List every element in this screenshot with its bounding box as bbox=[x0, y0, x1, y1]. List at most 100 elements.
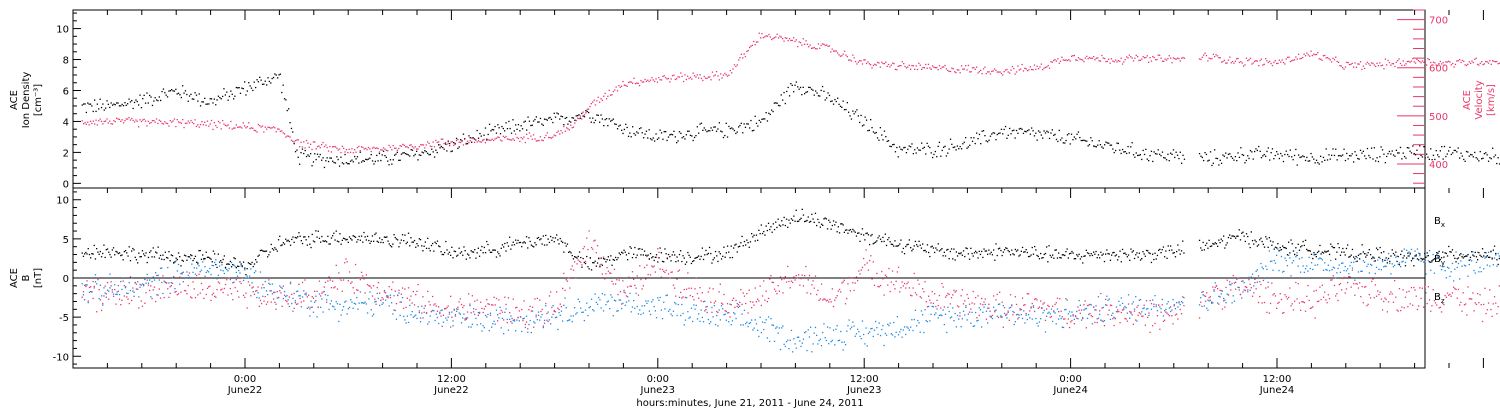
x-tick-date-label: June24 bbox=[1259, 385, 1295, 396]
bz-point bbox=[441, 325, 443, 327]
ion-density-point bbox=[1416, 149, 1418, 151]
velocity-point bbox=[1198, 58, 1201, 60]
bz-point bbox=[1034, 298, 1036, 300]
by-point bbox=[358, 302, 360, 304]
ion-density-point bbox=[329, 157, 331, 159]
ion-density-point bbox=[371, 160, 374, 162]
bz-point bbox=[1213, 289, 1215, 291]
velocity-point bbox=[1383, 68, 1385, 70]
velocity-point bbox=[1115, 59, 1117, 61]
velocity-point bbox=[362, 146, 364, 149]
velocity-point bbox=[161, 122, 163, 125]
velocity-point bbox=[461, 140, 463, 142]
by-point bbox=[646, 302, 648, 304]
bz-point bbox=[922, 288, 924, 290]
ion-density-point bbox=[301, 148, 304, 150]
velocity-point bbox=[183, 126, 185, 129]
by-point bbox=[1369, 263, 1372, 266]
velocity-point bbox=[1307, 54, 1309, 56]
velocity-point bbox=[1368, 63, 1370, 65]
ion-density-point bbox=[186, 93, 188, 96]
by-point bbox=[944, 313, 947, 315]
velocity-point bbox=[839, 55, 842, 57]
by-point bbox=[627, 296, 629, 298]
by-point bbox=[244, 269, 246, 271]
x-tick-date-label: June23 bbox=[846, 385, 882, 396]
velocity-point bbox=[388, 144, 390, 147]
bz-point bbox=[694, 288, 696, 290]
by-point bbox=[458, 312, 460, 314]
velocity-point bbox=[905, 67, 908, 69]
bz-point bbox=[1267, 286, 1269, 288]
by-point bbox=[660, 309, 662, 311]
velocity-point bbox=[692, 72, 694, 74]
by-point bbox=[1284, 257, 1286, 259]
velocity-point bbox=[1225, 62, 1227, 64]
ion-density-point bbox=[974, 142, 976, 145]
by-point bbox=[655, 317, 658, 319]
by-point bbox=[135, 288, 138, 290]
velocity-point bbox=[409, 144, 411, 146]
velocity-point bbox=[943, 66, 945, 68]
ion-density-point bbox=[1161, 151, 1164, 153]
velocity-point bbox=[976, 66, 978, 68]
ion-density-point bbox=[1198, 153, 1201, 155]
by-point bbox=[570, 315, 572, 317]
ion-density-point bbox=[1182, 154, 1184, 156]
bz-point bbox=[672, 284, 675, 286]
bz-point bbox=[658, 251, 660, 253]
by-point bbox=[663, 301, 665, 303]
velocity-point bbox=[749, 46, 751, 49]
velocity-point bbox=[270, 127, 272, 129]
bz-point bbox=[419, 317, 422, 319]
ion-density-point bbox=[1483, 153, 1485, 155]
by-point bbox=[279, 285, 281, 287]
bz-point bbox=[1145, 300, 1148, 302]
velocity-point bbox=[1358, 63, 1360, 65]
ion-density-point bbox=[1035, 132, 1037, 134]
ion-density-point bbox=[967, 146, 969, 148]
by-point bbox=[112, 293, 115, 295]
by-point bbox=[817, 343, 819, 345]
bz-point bbox=[1236, 278, 1238, 280]
velocity-point bbox=[1029, 66, 1031, 68]
ion-density-point bbox=[543, 118, 546, 120]
bz-point bbox=[734, 306, 736, 308]
bz-point bbox=[730, 304, 732, 306]
bz-point bbox=[847, 283, 849, 285]
by-point bbox=[286, 294, 288, 297]
velocity-point bbox=[234, 127, 236, 129]
velocity-point bbox=[289, 136, 291, 138]
by-point bbox=[340, 314, 342, 316]
velocity-point bbox=[242, 122, 244, 124]
velocity-point bbox=[764, 36, 766, 38]
ion-density-point bbox=[1463, 158, 1465, 161]
by-point bbox=[215, 259, 217, 261]
velocity-point bbox=[132, 119, 134, 122]
bz-point bbox=[528, 309, 530, 311]
velocity-point bbox=[420, 144, 422, 146]
by-point bbox=[283, 291, 286, 293]
bz-point bbox=[604, 278, 606, 280]
by-point bbox=[129, 289, 132, 292]
ion-density-point bbox=[1450, 153, 1452, 156]
velocity-point bbox=[1258, 65, 1260, 67]
ion-density-point bbox=[1278, 157, 1280, 160]
velocity-point bbox=[532, 134, 535, 136]
ion-density-point bbox=[692, 139, 694, 142]
velocity-point bbox=[220, 128, 222, 130]
by-point bbox=[584, 309, 587, 311]
ion-density-point bbox=[645, 130, 648, 132]
by-point bbox=[1288, 254, 1290, 256]
bz-point bbox=[858, 270, 860, 272]
ion-density-point bbox=[194, 92, 196, 94]
ion-density-point bbox=[1414, 154, 1417, 156]
velocity-point bbox=[468, 141, 470, 144]
ion-density-point bbox=[1207, 160, 1209, 162]
by-point bbox=[1254, 282, 1256, 284]
by-point bbox=[1295, 256, 1297, 258]
velocity-point bbox=[413, 147, 415, 149]
bz-point bbox=[754, 287, 756, 289]
bz-point bbox=[751, 306, 753, 309]
velocity-point bbox=[356, 147, 359, 149]
